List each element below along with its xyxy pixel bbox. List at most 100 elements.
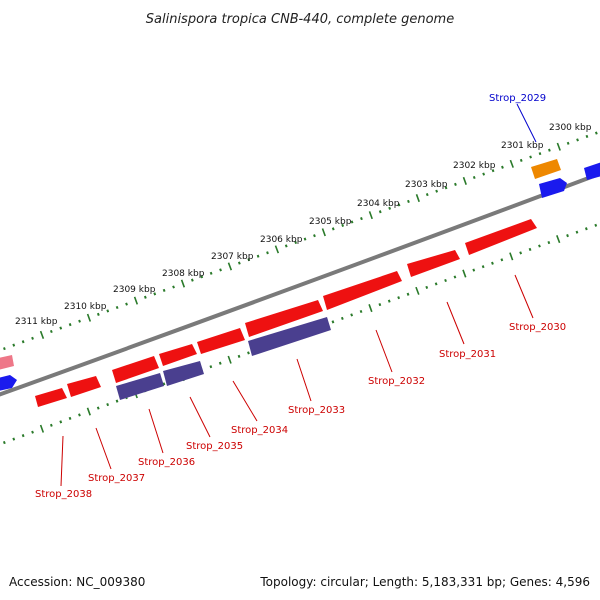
outer-track-minor-tick <box>341 223 345 227</box>
gene-feature-strop-2033-purple <box>248 317 331 356</box>
leader-strop-2035 <box>189 396 211 438</box>
scale-label-2302: 2302 kbp <box>453 161 496 171</box>
inner-track-minor-tick <box>31 430 34 434</box>
outer-track-major-tick <box>274 245 280 254</box>
outer-track-minor-tick <box>585 134 589 139</box>
outer-track-minor-tick <box>31 336 34 340</box>
outer-track-minor-tick <box>153 292 157 296</box>
gene-feature-blue-3 <box>584 162 600 180</box>
outer-track-minor-tick <box>200 275 204 279</box>
inner-track-minor-tick <box>96 406 100 410</box>
outer-track-minor-tick <box>266 251 269 255</box>
outer-track-minor-tick <box>21 340 25 344</box>
outer-track-minor-tick <box>388 206 392 210</box>
outer-track-minor-tick <box>284 244 288 248</box>
gene-feature-blue-2 <box>539 178 567 198</box>
gene-feature-strop-2031 <box>407 250 460 277</box>
outer-track-minor-tick <box>115 305 119 310</box>
inner-track-minor-tick <box>566 234 569 238</box>
inner-track-minor-tick <box>359 309 363 314</box>
scale-label-2305: 2305 kbp <box>309 217 352 227</box>
gene-label-strop-2031: Strop_2031 <box>439 349 496 360</box>
outer-track-major-tick <box>133 296 139 305</box>
outer-track-minor-tick <box>360 217 363 221</box>
outer-track-major-tick <box>39 330 45 339</box>
outer-track-major-tick <box>556 142 561 151</box>
outer-track-major-tick <box>509 159 514 168</box>
inner-track-major-tick <box>39 424 45 433</box>
gene-feature-strop-2035-purple <box>163 361 204 386</box>
gene-label-strop-2032: Strop_2032 <box>368 376 425 387</box>
gene-label-strop-2030: Strop_2030 <box>509 322 566 333</box>
outer-track-minor-tick <box>331 227 335 231</box>
outer-track-major-tick <box>321 228 326 237</box>
outer-track-minor-tick <box>172 285 175 289</box>
inner-track-major-tick <box>368 304 373 313</box>
label-leaders <box>60 103 537 487</box>
inner-track-minor-tick <box>78 413 81 417</box>
scale-label-2307: 2307 kbp <box>211 252 254 262</box>
inner-track-minor-tick <box>472 268 476 272</box>
outer-track-minor-tick <box>435 189 439 193</box>
inner-track-minor-tick <box>162 382 166 386</box>
inner-track-minor-tick <box>519 251 523 255</box>
inner-track-minor-tick <box>340 316 344 320</box>
inner-track-minor-tick <box>444 278 447 283</box>
gene-feature-strop-2034 <box>197 328 245 354</box>
inner-track-major-tick <box>227 355 232 364</box>
outer-track-minor-tick <box>256 254 260 258</box>
gene-feature-strop-2029-orange <box>531 159 561 179</box>
inner-track-major-tick <box>415 286 420 295</box>
outer-track-major-tick <box>368 211 373 220</box>
outer-track-minor-tick <box>594 131 598 135</box>
gene-feature-strop-2036-red <box>112 356 159 383</box>
outer-track-minor-tick <box>472 175 476 180</box>
outer-track-minor-tick <box>68 323 72 327</box>
outer-track-minor-tick <box>59 326 63 330</box>
inner-track-minor-tick <box>425 285 429 289</box>
outer-track-minor-tick <box>313 234 316 238</box>
outer-track-major-tick <box>227 262 233 271</box>
outer-track-minor-tick <box>12 343 16 347</box>
outer-track-minor-tick <box>237 261 241 265</box>
gene-feature-left-blue <box>0 375 17 391</box>
inner-track-minor-tick <box>397 296 401 300</box>
leader-strop-2038 <box>60 435 64 487</box>
inner-track-minor-tick <box>594 223 598 227</box>
inner-track-minor-tick <box>331 320 335 324</box>
outer-track-minor-tick <box>350 220 354 224</box>
inner-track-minor-tick <box>453 275 457 279</box>
leader-strop-2030 <box>514 274 534 319</box>
outer-track-minor-tick <box>162 288 166 292</box>
inner-track-minor-tick <box>21 434 25 438</box>
scale-label-2310: 2310 kbp <box>64 302 107 312</box>
outer-track-major-tick <box>462 176 467 185</box>
inner-track-major-tick <box>462 269 467 278</box>
inner-track-minor-tick <box>378 303 382 307</box>
outer-track-minor-tick <box>407 199 410 204</box>
outer-track-minor-tick <box>566 141 570 145</box>
outer-track-minor-tick <box>209 271 213 275</box>
outer-track-minor-tick <box>106 309 110 313</box>
gene-label-strop-2033: Strop_2033 <box>288 405 345 416</box>
inner-track-minor-tick <box>12 437 16 441</box>
outer-track-minor-tick <box>247 258 251 262</box>
outer-track-minor-tick <box>3 347 6 351</box>
gene-label-strop-2037: Strop_2037 <box>88 473 145 484</box>
outer-track-major-tick <box>180 279 186 288</box>
gene-label-strop-2036: Strop_2036 <box>138 457 195 468</box>
inner-track-minor-tick <box>59 420 63 424</box>
gene-feature-strop-2030 <box>465 219 537 255</box>
outer-track-minor-tick <box>397 203 401 207</box>
inner-track-major-tick <box>86 407 91 416</box>
inner-track-minor-tick <box>115 399 119 403</box>
outer-track-minor-tick <box>78 319 81 323</box>
leader-strop-2037 <box>95 427 112 470</box>
inner-track-major-tick <box>556 235 561 244</box>
accession-text: Accession: NC_009380 <box>9 575 145 589</box>
gene-feature-strop-2038 <box>35 388 67 407</box>
outer-track-minor-tick <box>444 186 448 190</box>
outer-track-minor-tick <box>190 278 194 282</box>
gene-labels: Strop_2029 Strop_2030 Strop_2031 Strop_2… <box>35 93 566 500</box>
